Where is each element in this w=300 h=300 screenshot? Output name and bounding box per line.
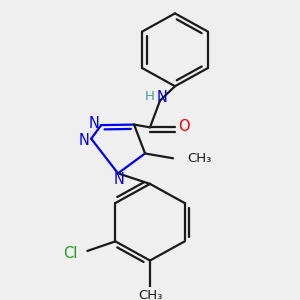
Text: CH₃: CH₃ [138, 289, 162, 300]
Text: CH₃: CH₃ [187, 152, 212, 165]
Text: N: N [114, 172, 124, 187]
Text: H: H [145, 90, 155, 103]
Text: N: N [79, 133, 90, 148]
Text: O: O [178, 119, 190, 134]
Text: N: N [157, 90, 167, 105]
Text: Cl: Cl [63, 246, 77, 261]
Text: N: N [89, 116, 100, 131]
